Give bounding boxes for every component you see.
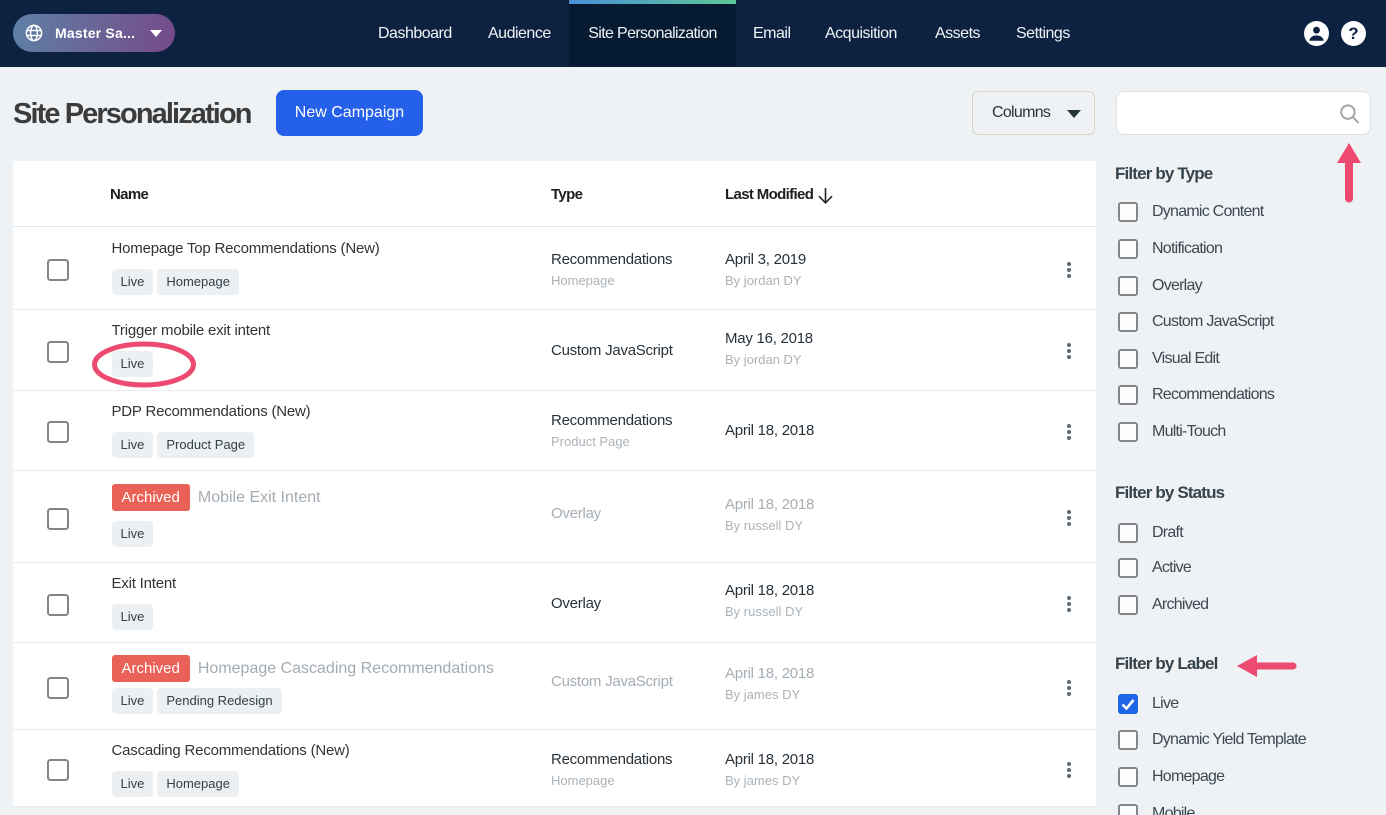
svg-text:?: ? bbox=[1348, 24, 1358, 43]
